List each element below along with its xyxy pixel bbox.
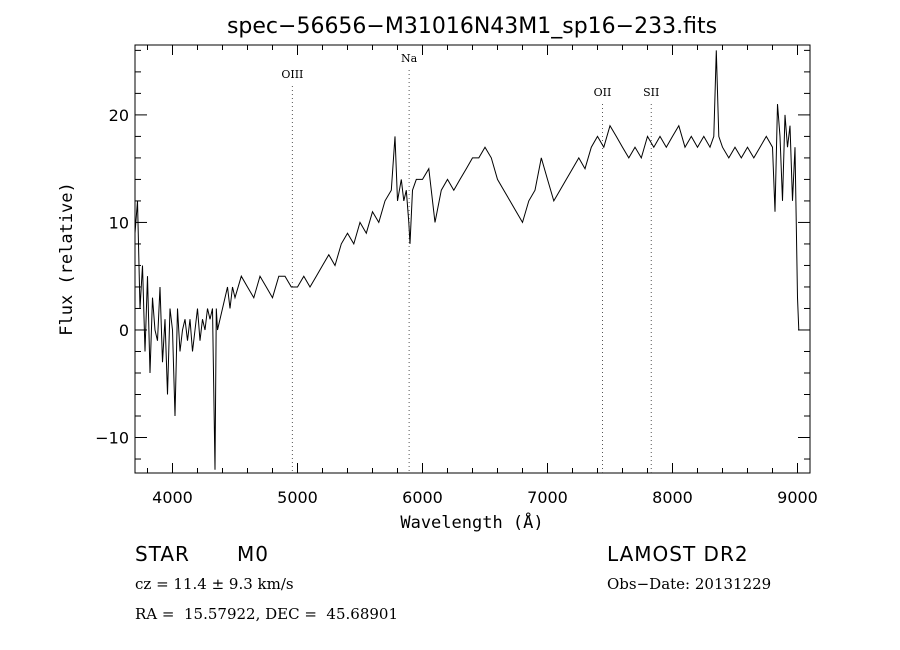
plot-frame <box>134 44 811 474</box>
x-tick-label: 7000 <box>527 488 568 507</box>
chart-title: spec−56656−M31016N43M1_sp16−233.fits <box>227 14 717 39</box>
subclass: M0 <box>237 542 269 566</box>
x-tick-label: 6000 <box>402 488 443 507</box>
line-marker-label: OII <box>594 86 612 99</box>
y-axis-label: Flux (relative) <box>57 182 77 336</box>
object-type: STAR <box>135 542 190 566</box>
x-tick-label: 5000 <box>277 488 318 507</box>
y-tick-label: −10 <box>95 429 129 448</box>
coordinates: RA = 15.57922, DEC = 45.68901 <box>135 605 399 623</box>
line-marker-label: Na <box>401 52 418 65</box>
y-tick-label: 10 <box>109 213 129 232</box>
x-axis-label: Wavelength (Å) <box>400 511 543 533</box>
x-tick-label: 9000 <box>777 488 818 507</box>
x-tick-label: 4000 <box>152 488 193 507</box>
axis-ticks: 4000 5000 6000 7000 8000 9000 −10 0 10 20 <box>95 45 818 507</box>
redshift-velocity: cz = 11.4 ± 9.3 km/s <box>135 575 294 593</box>
line-marker-label: SII <box>643 86 659 99</box>
line-marker-label: OIII <box>281 68 303 81</box>
y-tick-label: 20 <box>109 106 129 125</box>
observation-date: Obs−Date: 20131229 <box>607 575 772 593</box>
x-tick-label: 8000 <box>652 488 693 507</box>
y-tick-label: 0 <box>119 321 129 340</box>
survey-name: LAMOST DR2 <box>607 542 749 566</box>
spectrum-line <box>134 50 800 470</box>
emission-line-markers: OIII Na OII SII <box>281 52 659 473</box>
